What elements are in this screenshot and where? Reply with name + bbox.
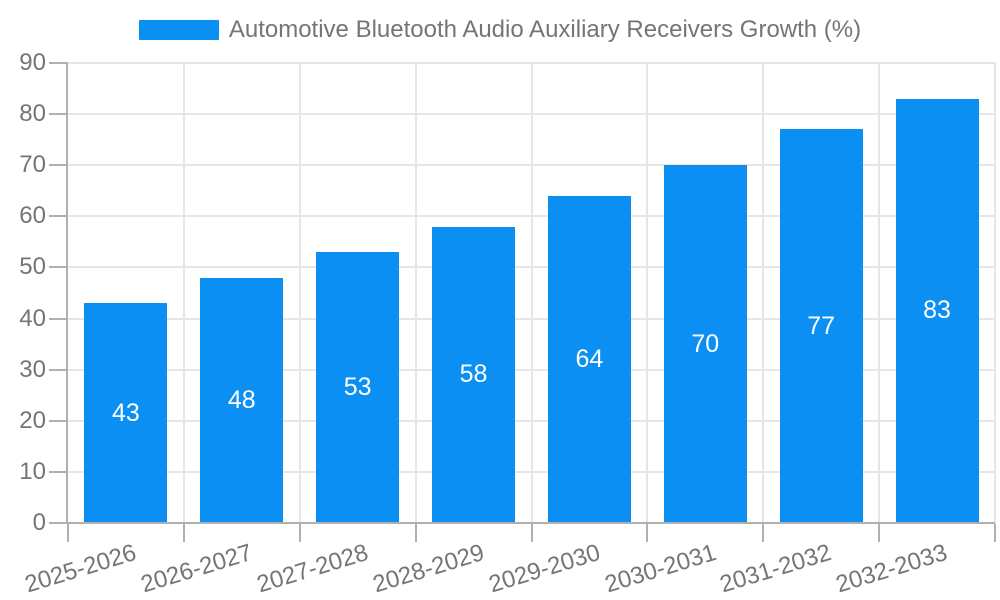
y-axis-tick — [49, 215, 68, 218]
bar-value-label: 58 — [459, 360, 488, 389]
bar-value-label: 43 — [112, 398, 140, 427]
gridline-vertical — [298, 63, 301, 523]
legend-item[interactable]: Automotive Bluetooth Audio Auxiliary Rec… — [0, 10, 1000, 50]
x-axis-category-label: 2026-2027 — [137, 539, 256, 599]
bar[interactable] — [432, 226, 516, 522]
bar[interactable] — [895, 98, 979, 522]
y-axis-line — [66, 63, 68, 523]
gridline-vertical — [878, 63, 881, 523]
y-axis-tick-label: 10 — [19, 457, 46, 485]
bar[interactable] — [316, 252, 400, 522]
y-axis-tick — [49, 522, 68, 524]
y-axis-tick-label: 30 — [19, 355, 46, 383]
gridline-vertical — [762, 63, 765, 523]
bar[interactable] — [200, 277, 284, 522]
bar-value-label: 48 — [227, 385, 256, 414]
bar-value-label: 64 — [575, 344, 604, 373]
x-axis-category-label: 2032-2033 — [833, 539, 951, 599]
bar[interactable] — [779, 129, 863, 522]
gridline-vertical — [994, 63, 996, 523]
x-axis-tick — [530, 524, 533, 542]
y-axis-tick-label: 20 — [19, 406, 46, 434]
x-axis-category-label: 2028-2029 — [369, 539, 488, 599]
bar-value-label: 70 — [691, 329, 720, 358]
bar-value-label: 53 — [343, 373, 372, 402]
y-axis-tick-label: 90 — [19, 49, 46, 76]
bar[interactable] — [547, 195, 631, 522]
gridline-vertical — [182, 63, 185, 523]
x-axis-line — [66, 522, 995, 524]
gridline-vertical — [646, 63, 649, 523]
x-axis-tick — [878, 524, 881, 542]
x-axis-tick — [182, 524, 185, 542]
y-axis-tick-label: 70 — [19, 151, 46, 179]
y-axis-tick — [49, 62, 68, 64]
legend-swatch — [138, 20, 219, 40]
y-axis-tick — [49, 470, 68, 473]
y-axis-tick — [49, 164, 68, 167]
y-axis-tick-label: 0 — [32, 509, 46, 536]
y-axis-tick-label: 50 — [19, 253, 46, 281]
x-axis-tick — [762, 524, 765, 542]
y-axis-tick — [49, 113, 68, 116]
x-axis-tick — [414, 524, 417, 542]
x-axis-category-label: 2025-2026 — [21, 539, 140, 599]
bar[interactable] — [84, 303, 168, 522]
y-axis-tick — [49, 266, 68, 269]
legend-label: Automotive Bluetooth Audio Auxiliary Rec… — [228, 16, 862, 43]
y-axis-tick-label: 80 — [19, 100, 46, 128]
bar[interactable] — [663, 165, 747, 522]
x-axis-category-label: 2031-2032 — [717, 539, 835, 599]
gridline-vertical — [414, 63, 417, 523]
x-axis-category-label: 2029-2030 — [485, 539, 604, 599]
y-axis-tick — [49, 317, 68, 320]
bar-value-label: 83 — [923, 296, 951, 325]
x-axis-tick — [298, 524, 301, 542]
x-axis-category-label: 2027-2028 — [253, 539, 372, 599]
y-axis-tick-label: 60 — [19, 202, 46, 230]
y-axis-tick — [49, 419, 68, 422]
x-axis-tick — [67, 524, 69, 542]
y-axis-tick — [49, 368, 68, 371]
x-axis-tick — [994, 524, 996, 542]
x-axis-tick — [646, 524, 649, 542]
y-axis-tick-label: 40 — [19, 304, 46, 332]
x-axis-category-label: 2030-2031 — [601, 539, 719, 599]
gridline-vertical — [530, 63, 533, 523]
bar-value-label: 77 — [807, 311, 836, 340]
